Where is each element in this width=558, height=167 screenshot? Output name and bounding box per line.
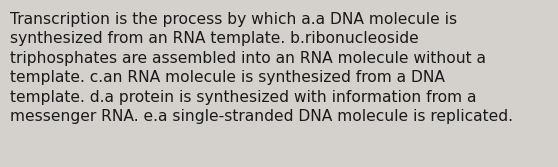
Text: Transcription is the process by which a.a DNA molecule is
synthesized from an RN: Transcription is the process by which a.… (10, 12, 513, 124)
